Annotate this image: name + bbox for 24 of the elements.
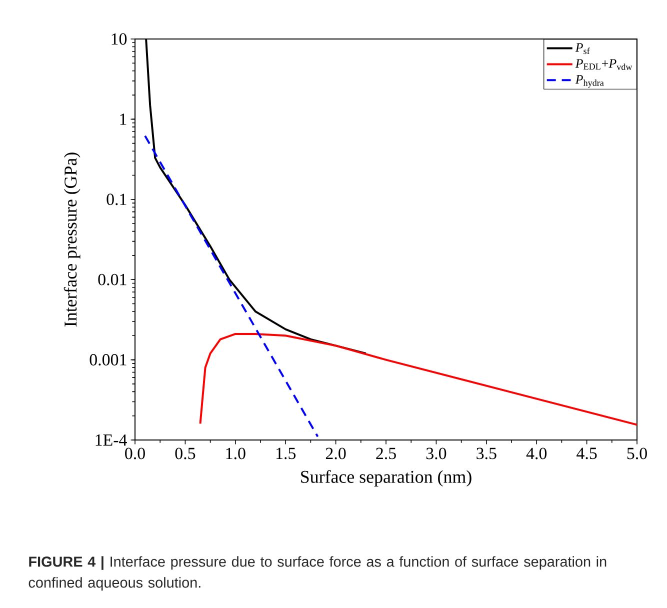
legend-label: P$_{EDL}$+P$_{vdw}$ (575, 59, 632, 70)
x-tick-label: 4.5 (576, 448, 597, 460)
x-tick-label: 3.5 (476, 448, 496, 460)
x-tick-label: 1.0 (226, 448, 246, 460)
legend-label: P$_{sf}$ (575, 43, 590, 54)
x-tick-label: 3.0 (426, 448, 446, 460)
y-tick-label: 0.1 (106, 194, 126, 206)
x-tick-label: 0.5 (175, 448, 196, 460)
x-tick-label: 5.0 (627, 448, 647, 460)
x-axis-title: Surface separation (nm) (301, 470, 472, 487)
line-series (199, 332, 637, 426)
y-tick-label: 10 (112, 33, 127, 45)
legend-label: P$_{hydra}$ (575, 75, 604, 88)
y-tick-label: 0.01 (98, 274, 126, 286)
x-tick-label: 4.0 (526, 448, 547, 460)
y-tick-label: 1E-4 (96, 434, 127, 446)
x-tick-label: 2.0 (326, 448, 346, 460)
x-tick-label: 1.5 (276, 448, 296, 460)
text: FIGURE 4 | Interface pressure due to surface force as a function of surface separation in confined aqueous solution. (28, 556, 606, 591)
y-axis-title: Interface pressure (GPa) (64, 152, 80, 326)
x-tick-label: 2.5 (376, 448, 396, 460)
y-tick-label: 0.001 (90, 354, 126, 366)
y-tick-label: 1 (120, 114, 126, 125)
x-tick-label: 0.0 (125, 448, 145, 460)
